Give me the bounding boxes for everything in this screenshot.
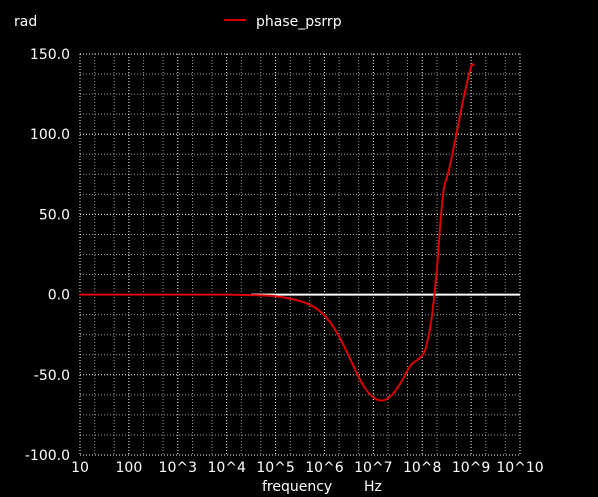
y-tick-label: 0.0 [48,288,70,304]
x-tick-label: 10^7 [354,460,392,476]
series-point [448,168,450,171]
series-point [304,301,306,304]
series-point [362,385,365,387]
y-tick-labels: 150.0 100.0 50.0 0.0 -50.0 -100.0 [25,47,70,464]
series-point [225,293,228,296]
series-point [406,369,409,371]
series-point [472,64,475,67]
y-axis-label: rad [14,14,37,30]
series-point [426,341,428,344]
grid [79,53,521,456]
y-tick-label: -50.0 [34,368,70,384]
x-tick-label: 10 [71,460,89,476]
series-point [455,133,458,135]
series-point [333,327,336,330]
series-point [470,66,472,68]
x-tick-label: 10^9 [452,460,490,476]
series-point [431,314,433,317]
series-point [79,293,81,296]
y-tick-label: 150.0 [30,47,70,63]
series-point [436,268,438,270]
series-point [313,306,316,309]
series-point [443,186,446,188]
x-tick-label: 10^6 [305,460,344,476]
series-point [372,396,375,399]
series-point [343,345,345,347]
x-tick-label: 10^5 [256,460,294,476]
y-tick-label: 100.0 [30,127,70,143]
series-point [128,293,130,296]
series-point [176,293,179,296]
x-tick-labels: 10 100 10^3 10^4 10^5 10^6 10^7 10^8 10^9 10^10 [71,460,544,476]
x-tick-label: 10^4 [207,460,246,476]
series-points [79,64,475,402]
series-point [250,294,252,296]
series-point [382,399,384,402]
x-axis-unit: Hz [364,479,382,495]
y-tick-label: 50.0 [39,207,70,223]
series-point [401,378,404,381]
x-axis-label: frequency [262,479,332,495]
x-tick-label: 10^8 [403,460,441,476]
series-point [323,314,326,317]
series-point [462,96,465,99]
series-point [274,295,277,298]
series-point [352,365,355,368]
series-point [421,354,424,357]
legend-label-phase-psrrp: phase_psrrp [256,14,342,30]
series-point [392,393,394,395]
series-point [411,362,414,365]
x-tick-label: 10^10 [496,460,543,476]
x-tick-label: 100 [116,460,143,476]
y-tick-label: -100.0 [25,448,70,464]
series-point [289,297,292,300]
x-tick-label: 10^3 [159,460,197,476]
series-point [440,216,442,219]
